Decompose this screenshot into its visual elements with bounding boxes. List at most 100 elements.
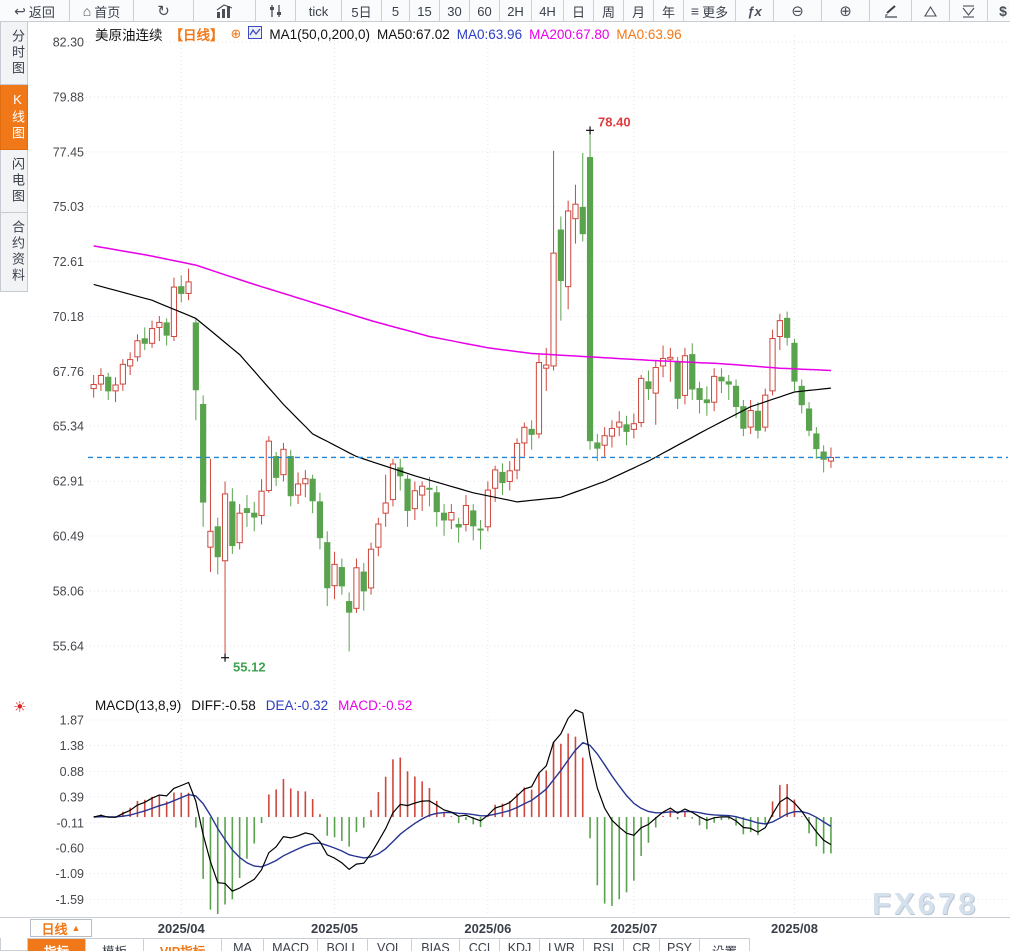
home-icon: ⌂ — [82, 2, 92, 19]
toolbar-button-月[interactable]: 月 — [624, 0, 654, 22]
indicator-tab-MA[interactable]: MA — [222, 939, 264, 951]
ma0-orange-value: MA0:63.96 — [616, 26, 682, 42]
macd-dea-value: DEA:-0.32 — [265, 698, 329, 713]
sidebar-tab-K线图[interactable]: K线图 — [0, 85, 28, 150]
svg-text:60.49: 60.49 — [53, 530, 84, 544]
toolbar-item-label: 更多 — [702, 4, 729, 20]
svg-text:65.34: 65.34 — [53, 420, 84, 434]
indicator-tab-BIAS[interactable]: BIAS — [412, 939, 460, 951]
indicator-tab-VOL[interactable]: VOL — [368, 939, 412, 951]
sidebar-tab-分时图[interactable]: 分时图 — [0, 22, 28, 85]
period-selector-button[interactable]: 日线 ▲ — [30, 919, 92, 937]
toolbar-item-label: 30 — [447, 3, 462, 19]
toolbar-item-label: 首页 — [94, 4, 121, 20]
toolbar-pencil-icon[interactable] — [870, 0, 912, 22]
toolbar-button-日[interactable]: 日 — [564, 0, 594, 22]
indicator-tab-设置[interactable]: 设置 — [700, 939, 750, 951]
indicator-tab-VIP指标[interactable]: VIP指标 — [144, 939, 222, 951]
toolbar-dollar-icon[interactable]: $模拟 — [988, 0, 1010, 22]
toolbar-zoom-out-icon[interactable]: ⊖ — [774, 0, 822, 22]
svg-text:55.64: 55.64 — [53, 639, 84, 653]
ma200-value: MA200:67.80 — [529, 26, 610, 42]
fx-icon: ƒx — [747, 3, 762, 19]
toolbar-triangle-down-icon[interactable] — [950, 0, 988, 22]
time-axis: 日线 ▲ 2025/04 2025/05 2025/06 2025/07 2025/08 — [0, 917, 1010, 938]
toolbar-button-4H[interactable]: 4H — [532, 0, 564, 22]
toolbar-item-label: 5日 — [351, 4, 372, 20]
toolbar-button-5[interactable]: 5 — [382, 0, 410, 22]
indicator-tab-PSY[interactable]: PSY — [660, 939, 700, 951]
toolbar-item-label: 年 — [661, 4, 675, 20]
x-axis-label: 2025/04 — [157, 921, 205, 936]
triangle-down-icon — [961, 4, 976, 18]
toolbar-bar-chart-icon[interactable] — [194, 0, 256, 22]
price-chart[interactable]: 82.30 79.88 77.45 75.03 72.61 70.18 67.76 65.34… — [28, 22, 1010, 690]
macd-params-label: MACD(13,8,9) — [95, 698, 182, 713]
toolbar-item-label: 月 — [631, 4, 645, 20]
indicator-tab-BOLL[interactable]: BOLL — [318, 939, 368, 951]
indicator-tab-KDJ[interactable]: KDJ — [500, 939, 540, 951]
indicator-tab-CR[interactable]: CR — [624, 939, 660, 951]
x-axis-label: 2025/07 — [610, 921, 658, 936]
svg-text:75.03: 75.03 — [53, 200, 84, 214]
toolbar-button-tick[interactable]: tick — [296, 0, 342, 22]
period-selector-label: 日线 — [41, 921, 68, 937]
svg-text:1.87: 1.87 — [60, 714, 84, 728]
indicator-tab-模板[interactable]: 模板 — [86, 939, 144, 951]
svg-text:-0.60: -0.60 — [56, 842, 85, 856]
toolbar-sliders-icon[interactable] — [256, 0, 296, 22]
toolbar-item-label: 5 — [391, 3, 400, 19]
toolbar-item-label: 15 — [417, 3, 432, 19]
ma50-value: MA50:67.02 — [376, 26, 450, 42]
compare-add-icon[interactable]: ⊕ — [230, 26, 242, 41]
toolbar-item-label: 2H — [507, 3, 524, 19]
toolbar-back-arrow-icon[interactable]: ↩ 返回 — [0, 0, 70, 22]
ma-settings-icon[interactable] — [248, 26, 263, 42]
indicator-settings-icon[interactable]: ☀ — [13, 699, 27, 716]
toolbar-triangle-up-icon[interactable] — [912, 0, 950, 22]
svg-text:70.18: 70.18 — [53, 310, 84, 324]
sliders-icon — [269, 4, 283, 18]
pencil-icon — [883, 4, 899, 18]
candles — [90, 130, 835, 658]
svg-text:58.06: 58.06 — [53, 585, 84, 599]
svg-text:-1.09: -1.09 — [56, 867, 85, 881]
macd-legend: MACD(13,8,9) DIFF:-0.58 DEA:-0.32 MACD:-… — [95, 698, 412, 713]
indicator-tab-CCI[interactable]: CCI — [460, 939, 500, 951]
svg-text:72.61: 72.61 — [53, 255, 84, 269]
toolbar-fx-icon[interactable]: ƒx — [736, 0, 774, 22]
high-price-label: 78.40 — [598, 114, 631, 129]
macd-chart[interactable]: 1.87 1.38 0.88 0.39 -0.11 -0.60 -1.09 -1.59 — [28, 690, 1010, 917]
svg-text:67.76: 67.76 — [53, 365, 84, 379]
zoom-out-icon: ⊖ — [791, 2, 804, 20]
toolbar-zoom-in-icon[interactable]: ⊕ — [822, 0, 870, 22]
toolbar-button-2H[interactable]: 2H — [500, 0, 532, 22]
toolbar-item-label: 60 — [477, 3, 492, 19]
diff-line — [93, 709, 832, 892]
toolbar-button-15[interactable]: 15 — [410, 0, 440, 22]
toolbar-button-年[interactable]: 年 — [654, 0, 684, 22]
toolbar-refresh-icon[interactable]: ↻ — [134, 0, 194, 22]
toolbar-button-30[interactable]: 30 — [440, 0, 470, 22]
toolbar-item-label: 日 — [571, 4, 585, 20]
indicator-tab-LWR[interactable]: LWR — [540, 939, 584, 951]
toolbar-button-60[interactable]: 60 — [470, 0, 500, 22]
dollar-icon: $ — [999, 2, 1007, 19]
low-price-label: 55.12 — [233, 660, 266, 675]
indicator-tab-RSI[interactable]: RSI — [584, 939, 624, 951]
toolbar-home-icon[interactable]: ⌂ 首页 — [70, 0, 134, 22]
svg-text:0.39: 0.39 — [60, 790, 84, 804]
indicator-tab-指标[interactable]: 指标 — [28, 939, 86, 951]
sidebar-tab-闪电图[interactable]: 闪电图 — [0, 150, 28, 213]
toolbar-item-label: 返回 — [28, 4, 55, 20]
toolbar-button-周[interactable]: 周 — [594, 0, 624, 22]
macd-diff-value: DIFF:-0.58 — [191, 698, 256, 713]
sidebar-tab-合约资料[interactable]: 合约资料 — [0, 213, 28, 292]
indicator-tab-MACD[interactable]: MACD — [264, 939, 318, 951]
refresh-icon: ↻ — [157, 2, 170, 20]
toolbar-button-5日[interactable]: 5日 — [342, 0, 382, 22]
svg-text:0.88: 0.88 — [60, 765, 84, 779]
ma0-blue-value: MA0:63.96 — [456, 26, 523, 42]
toolbar-menu-icon[interactable]: ≡ 更多 — [684, 0, 736, 22]
svg-text:77.45: 77.45 — [53, 145, 84, 159]
